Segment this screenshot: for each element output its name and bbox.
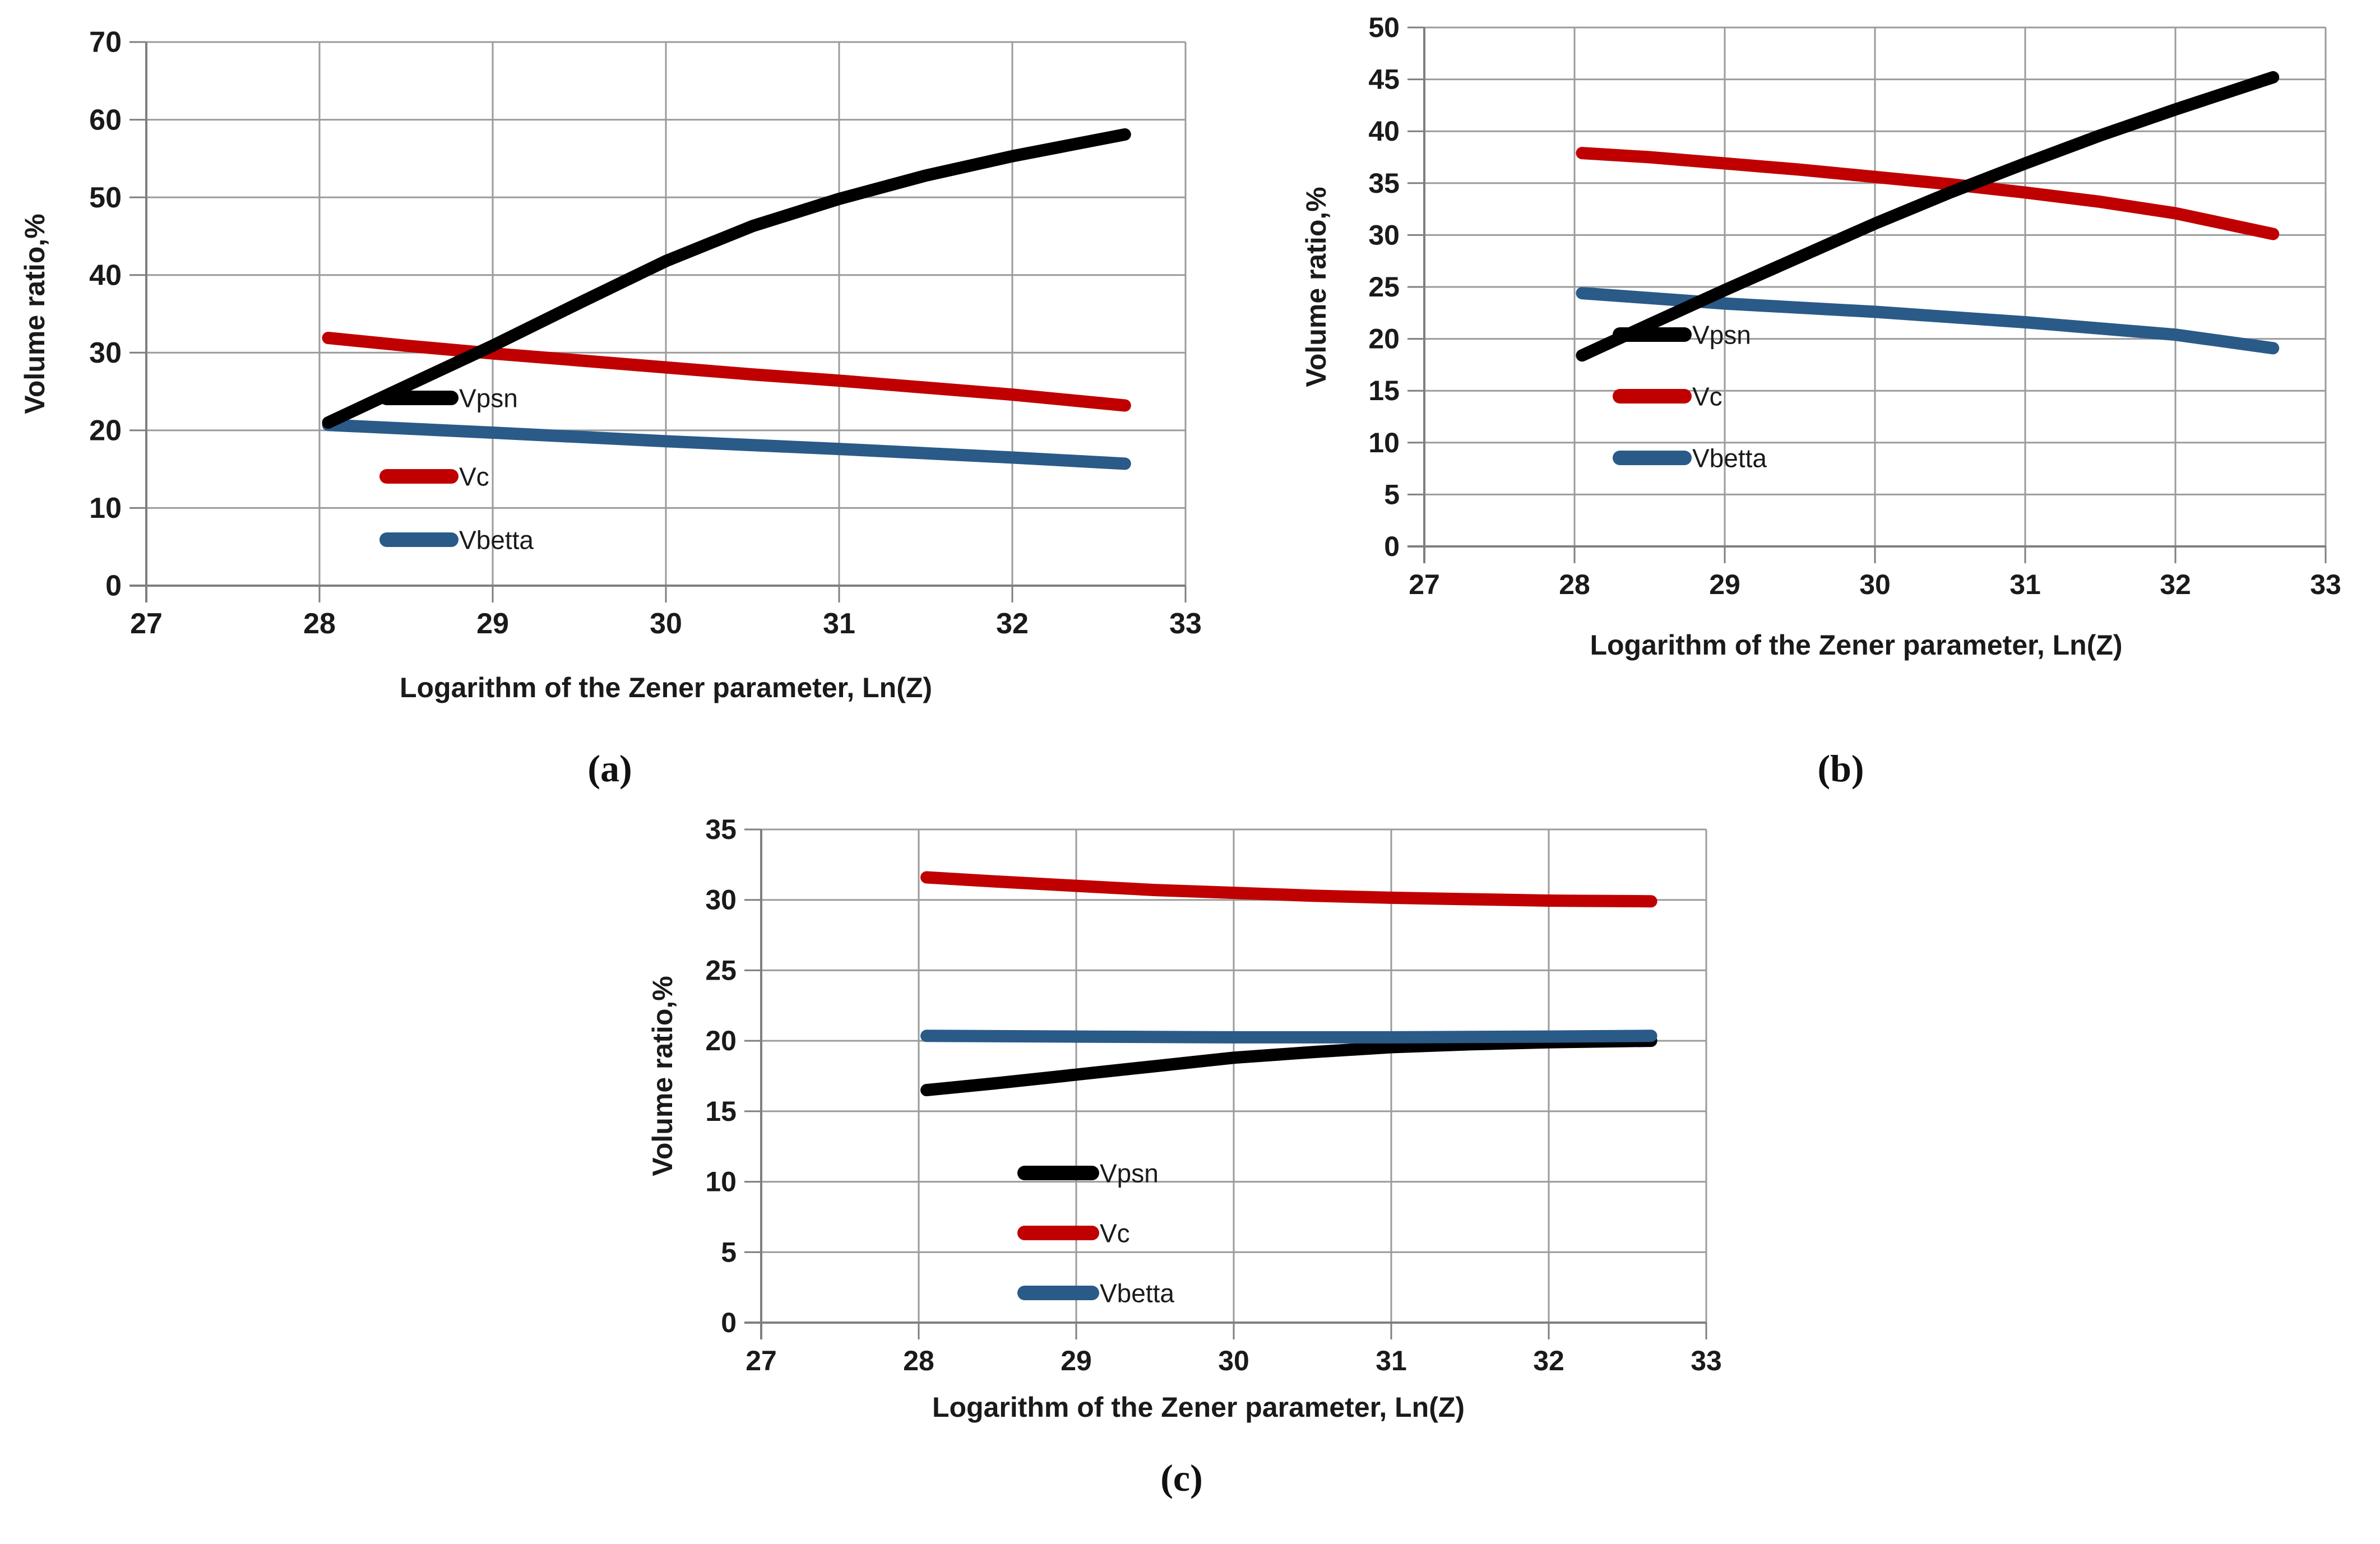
x-tick-label-32: 32 [2160,569,2191,600]
y-tick-label-40: 40 [1368,115,1400,147]
chart-c: 0 5 10 15 20 25 30 35 27 28 29 30 31 32 33 Vpsn Vc Vbetta [705,814,1721,1376]
y-tick-label-30: 30 [89,337,122,369]
x-tick-label-29: 29 [1061,1345,1092,1376]
series-line-vc [322,332,1131,412]
y-tick-label-50: 50 [89,182,122,214]
x-tick-label-28: 28 [303,608,336,640]
chart-a-x-axis-title: Logarithm of the Zener parameter, Ln(Z) [399,672,933,703]
chart-b: 0 5 10 15 20 25 30 35 40 45 50 27 28 29 30 31 32 33 Vpsn Vc… [1368,12,2341,600]
chart-c-x-axis-title: Logarithm of the Zener parameter, Ln(Z) [932,1392,1465,1423]
x-tick-label-33: 33 [1691,1345,1722,1376]
x-tick-label-32: 32 [1533,1345,1564,1376]
chart-a-legend: Vpsn Vc Vbetta [379,384,534,555]
x-tick-label-27: 27 [130,608,163,640]
x-tick-label-30: 30 [1218,1345,1249,1376]
y-tick-label-20: 20 [705,1025,737,1056]
y-tick-label-10: 10 [705,1166,737,1198]
y-tick-label-0: 0 [721,1307,737,1338]
x-tick-label-29: 29 [1709,569,1740,600]
series-line-vc [920,871,1657,908]
series-line-vbetta [322,419,1131,470]
y-tick-label-15: 15 [705,1096,737,1127]
chart-a-caption: (a) [587,747,632,790]
series-line-vpsn [322,128,1131,429]
y-tick-label-10: 10 [89,492,122,525]
x-tick-label-30: 30 [650,608,682,640]
x-tick-label-28: 28 [1559,569,1590,600]
x-tick-label-29: 29 [476,608,509,640]
chart-a-y-axis-title: Volume ratio,% [19,214,50,414]
chart-b-x-axis-title: Logarithm of the Zener parameter, Ln(Z) [1590,629,2123,661]
y-tick-label-15: 15 [1368,375,1400,406]
x-tick-label-31: 31 [823,608,855,640]
chart-c-y-axis-title: Volume ratio,% [647,976,678,1176]
series-line-vpsn [1576,71,2280,362]
y-tick-label-20: 20 [89,415,122,447]
x-tick-label-28: 28 [903,1345,934,1376]
legend-label-vpsn: Vpsn [1692,321,1751,350]
x-tick-label-27: 27 [1409,569,1440,600]
y-tick-label-10: 10 [1368,427,1400,458]
series-line-vpsn [920,1035,1657,1097]
legend-label-vpsn: Vpsn [1100,1159,1159,1188]
chart-a: 0 10 20 30 40 50 60 70 27 28 29 30 31 32 33 Vpsn Vc Vbett… [89,26,1202,640]
chart-a-series [322,128,1131,470]
y-tick-label-45: 45 [1368,64,1400,95]
chart-b-legend: Vpsn Vc Vbetta [1613,321,1767,473]
x-tick-label-27: 27 [746,1345,777,1376]
x-tick-label-33: 33 [1169,608,1202,640]
legend-label-vbetta: Vbetta [1692,444,1767,473]
y-tick-label-0: 0 [1384,531,1400,562]
y-tick-label-30: 30 [705,884,737,916]
x-tick-label-31: 31 [2009,569,2041,600]
y-tick-label-20: 20 [1368,323,1400,355]
x-tick-label-30: 30 [1859,569,1891,600]
y-tick-label-5: 5 [1384,479,1400,510]
x-tick-label-31: 31 [1376,1345,1407,1376]
y-tick-label-40: 40 [89,259,122,291]
y-tick-label-60: 60 [89,104,122,136]
y-tick-label-30: 30 [1368,219,1400,251]
chart-b-axes: 0 5 10 15 20 25 30 35 40 45 50 27 28 29 30 31 32 33 [1368,12,2341,600]
y-tick-label-35: 35 [705,814,737,845]
y-tick-label-25: 25 [705,954,737,986]
chart-a-gridlines [145,41,1187,587]
chart-b-caption: (b) [1817,747,1864,790]
series-line-vbetta [920,1030,1657,1044]
chart-c-caption: (c) [1160,1457,1203,1499]
y-tick-label-25: 25 [1368,271,1400,303]
chart-c-legend: Vpsn Vc Vbetta [1017,1159,1174,1308]
legend-label-vc: Vc [1692,382,1723,411]
y-tick-label-50: 50 [1368,12,1400,43]
chart-b-series [1576,71,2280,362]
chart-c-series [920,871,1657,1097]
legend-label-vbetta: Vbetta [459,526,534,555]
legend-label-vpsn: Vpsn [459,384,518,413]
legend-label-vbetta: Vbetta [1100,1279,1174,1308]
legend-label-vc: Vc [459,462,489,492]
chart-b-y-axis-title: Volume ratio,% [1300,187,1332,387]
x-tick-label-32: 32 [996,608,1029,640]
y-tick-label-70: 70 [89,26,122,59]
y-tick-label-35: 35 [1368,168,1400,199]
x-tick-label-33: 33 [2310,569,2341,600]
legend-label-vc: Vc [1100,1219,1130,1248]
series-line-vc [1576,147,2280,240]
chart-a-axes: 0 10 20 30 40 50 60 70 27 28 29 30 31 32 33 [89,26,1202,640]
y-tick-label-0: 0 [105,570,122,602]
chart-c-axes: 0 5 10 15 20 25 30 35 27 28 29 30 31 32 33 [705,814,1721,1376]
y-tick-label-5: 5 [721,1236,737,1268]
